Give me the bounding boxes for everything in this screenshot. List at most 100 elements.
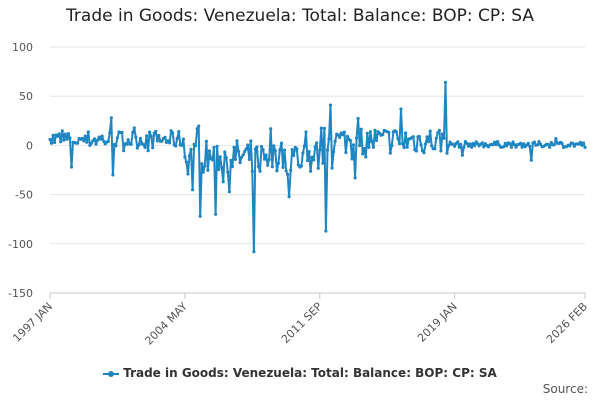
data-point: [494, 143, 498, 147]
data-point: [252, 250, 256, 254]
data-point: [195, 127, 199, 131]
data-point: [522, 142, 526, 146]
y-tick-label: -150: [8, 287, 33, 300]
x-tick-label: 2011 SEP: [279, 300, 325, 346]
data-point: [266, 163, 270, 167]
data-point: [214, 212, 218, 216]
data-point: [227, 190, 231, 194]
data-point: [581, 141, 586, 145]
data-point: [243, 149, 247, 153]
data-point: [411, 135, 415, 139]
data-point: [322, 126, 326, 130]
data-point: [281, 165, 285, 169]
data-point: [284, 169, 288, 173]
data-point: [580, 143, 584, 147]
data-point: [180, 143, 184, 147]
data-point: [198, 214, 202, 218]
data-point: [350, 157, 354, 161]
data-point: [59, 140, 63, 144]
data-point: [160, 139, 164, 143]
data-point: [238, 161, 242, 165]
data-point: [327, 137, 331, 141]
data-point: [235, 139, 239, 143]
data-point: [428, 129, 432, 133]
data-point: [301, 151, 305, 155]
data-point: [315, 141, 319, 145]
y-tick-label: -50: [15, 189, 33, 202]
data-point: [470, 145, 474, 149]
data-point: [422, 151, 426, 155]
data-point: [244, 147, 248, 151]
data-point: [197, 124, 201, 128]
data-point: [218, 155, 222, 159]
data-point: [425, 135, 429, 139]
y-axis-ticks: -150 -100 -50 0 50 100: [8, 41, 33, 300]
data-point: [359, 127, 363, 131]
data-point: [549, 140, 553, 145]
data-point: [436, 131, 440, 135]
data-point: [276, 161, 280, 165]
data-point: [174, 144, 178, 148]
data-point: [134, 135, 138, 139]
data-point: [353, 176, 357, 180]
data-point: [157, 133, 161, 138]
data-point: [427, 140, 431, 144]
data-point: [148, 130, 152, 134]
data-point: [370, 140, 374, 144]
data-point: [68, 136, 72, 140]
data-point: [255, 145, 259, 149]
data-point: [240, 155, 244, 159]
data-point: [51, 133, 55, 137]
data-point: [473, 144, 477, 148]
data-point: [402, 145, 406, 150]
data-point: [287, 195, 291, 199]
legend[interactable]: Trade in Goods: Venezuela: Total: Balanc…: [0, 366, 600, 380]
data-point: [538, 142, 543, 146]
data-point: [175, 136, 179, 141]
data-point: [109, 116, 113, 120]
data-point: [468, 142, 472, 146]
data-point: [206, 168, 210, 172]
data-point: [250, 169, 254, 173]
data-point: [82, 139, 86, 143]
data-point: [129, 142, 133, 146]
data-point: [508, 142, 512, 146]
data-point: [356, 116, 360, 121]
data-point: [191, 188, 195, 192]
data-point: [177, 130, 181, 134]
data-point: [433, 147, 437, 151]
data-point: [203, 164, 207, 168]
data-point: [155, 139, 159, 143]
data-point: [263, 157, 267, 161]
data-point: [143, 145, 147, 149]
data-point: [53, 140, 57, 145]
data-point: [210, 158, 215, 162]
data-point: [571, 141, 575, 145]
data-point: [279, 141, 284, 145]
data-point: [80, 136, 84, 140]
data-point: [299, 164, 303, 168]
data-point: [405, 145, 409, 149]
data-point: [365, 131, 369, 135]
data-point: [519, 141, 523, 145]
y-tick-label: 100: [12, 41, 33, 54]
data-point: [338, 135, 342, 139]
data-point: [69, 165, 74, 169]
data-point: [215, 144, 219, 148]
data-point: [367, 145, 371, 149]
data-point: [48, 137, 52, 142]
data-point: [374, 138, 379, 143]
data-point: [85, 140, 89, 144]
y-tick-label: 0: [26, 139, 33, 152]
data-point: [114, 144, 118, 148]
data-point: [362, 147, 366, 151]
data-point: [232, 145, 236, 149]
data-point: [246, 143, 250, 147]
data-point: [546, 142, 550, 147]
data-point: [440, 132, 444, 136]
data-point: [212, 145, 216, 150]
data-point: [183, 155, 187, 159]
data-point: [312, 158, 316, 162]
data-point: [115, 136, 119, 140]
